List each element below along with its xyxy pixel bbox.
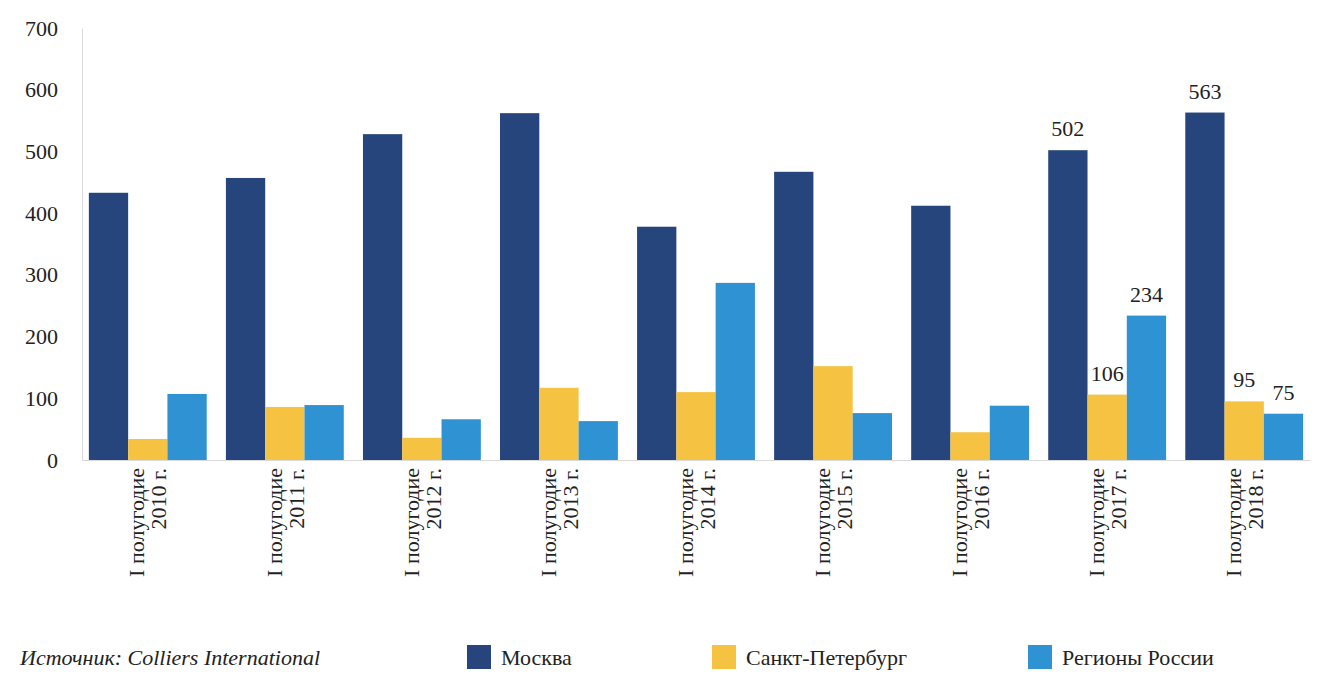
tick-label: 200: [25, 324, 58, 349]
tick: I полугодие2013 г.: [536, 460, 583, 577]
tick-label: 300: [25, 262, 58, 287]
tick-label: I полугодие2015 г.: [810, 468, 857, 577]
tick: 100: [25, 386, 82, 411]
bar: [853, 413, 892, 460]
tick-label: I полугодие2016 г.: [947, 468, 994, 577]
legend-label: Санкт-Петербург: [746, 645, 907, 670]
tick: 0: [47, 448, 82, 473]
tick-label: 400: [25, 201, 58, 226]
tick-label: I полугодие2014 г.: [673, 468, 720, 577]
data-label: 502: [1051, 116, 1084, 141]
tick: I полугодие2012 г.: [399, 460, 446, 577]
tick-label: I полугодие2013 г.: [536, 468, 583, 577]
tick-label: 0: [47, 448, 58, 473]
legend: Москва Санкт-Петербург Регионы России: [467, 645, 1214, 670]
bar: [167, 394, 206, 460]
tick-label-line: 2018 г.: [1243, 468, 1268, 530]
legend-swatch: [1028, 645, 1052, 669]
tick-label-line: 2014 г.: [695, 468, 720, 530]
tick-label-line: 2016 г.: [969, 468, 994, 530]
axis-line: [82, 29, 83, 461]
bar: [402, 438, 441, 460]
data-label: 563: [1188, 79, 1221, 104]
tick-label: I полугодие2012 г.: [399, 468, 446, 577]
chart: 0 100 200 300 400 500 600 700 I полугодие2010 г.…: [0, 0, 1331, 679]
bar: [950, 432, 989, 460]
tick: 500: [25, 139, 82, 164]
bar: [990, 406, 1029, 460]
bar: [774, 172, 813, 460]
bar: [304, 405, 343, 460]
bar: [363, 134, 402, 460]
tick: I полугодие2011 г.: [262, 460, 309, 577]
tick-label: 500: [25, 139, 58, 164]
legend-swatch: [467, 645, 491, 669]
tick: 700: [25, 16, 82, 41]
bar: [442, 419, 481, 460]
bar: [128, 439, 167, 460]
legend-label: Регионы России: [1062, 645, 1214, 670]
bar: [637, 227, 676, 460]
tick: I полугодие2010 г.: [124, 460, 171, 577]
tick: 400: [25, 201, 82, 226]
bar: [1264, 414, 1303, 460]
tick-label: 600: [25, 77, 58, 102]
data-label: 106: [1091, 361, 1124, 386]
tick-label-line: 2012 г.: [421, 468, 446, 530]
tick-label-line: 2011 г.: [284, 468, 309, 529]
tick-label-line: 2013 г.: [558, 468, 583, 530]
bars: [89, 113, 1303, 460]
data-label: 234: [1130, 282, 1163, 307]
legend-item: Москва: [467, 645, 572, 670]
tick: 300: [25, 262, 82, 287]
tick-label: I полугодие2011 г.: [262, 468, 309, 577]
tick-label: I полугодие2010 г.: [124, 468, 171, 577]
bar: [1185, 113, 1224, 460]
tick: I полугодие2017 г.: [1084, 460, 1131, 577]
bar: [579, 421, 618, 460]
legend-swatch: [712, 645, 736, 669]
bar: [1088, 395, 1127, 460]
tick-label: 700: [25, 16, 58, 41]
x-axis: I полугодие2010 г. I полугодие2011 г. I по…: [83, 460, 1311, 577]
y-axis: 0 100 200 300 400 500 600 700: [25, 16, 83, 473]
bar: [911, 206, 950, 460]
tick-label: 100: [25, 386, 58, 411]
tick-label-line: 2017 г.: [1106, 468, 1131, 530]
tick-label-line: 2010 г.: [146, 468, 171, 530]
bar: [539, 388, 578, 460]
tick: I полугодие2018 г.: [1221, 460, 1268, 577]
legend-label: Москва: [501, 645, 572, 670]
tick: I полугодие2016 г.: [947, 460, 994, 577]
tick-label-line: 2015 г.: [832, 468, 857, 530]
bar: [500, 113, 539, 460]
bar: [1048, 150, 1087, 460]
axis-line: [83, 460, 1311, 461]
data-label: 95: [1233, 367, 1255, 392]
bar: [716, 283, 755, 460]
data-labels: 502 563 106 95 234 75: [1051, 79, 1294, 405]
tick-label: I полугодие2018 г.: [1221, 468, 1268, 577]
source: Источник: Colliers International: [19, 645, 320, 670]
tick: I полугодие2015 г.: [810, 460, 857, 577]
bar: [676, 392, 715, 460]
legend-item: Регионы России: [1028, 645, 1214, 670]
bar: [1225, 401, 1264, 460]
plot: 0 100 200 300 400 500 600 700 I полугодие2010 г.…: [25, 16, 1311, 577]
tick-label: I полугодие2017 г.: [1084, 468, 1131, 577]
bar: [1127, 316, 1166, 460]
tick: 200: [25, 324, 82, 349]
bar: [813, 366, 852, 460]
bar: [89, 193, 128, 460]
bar: [265, 407, 304, 460]
bar: [226, 178, 265, 460]
legend-item: Санкт-Петербург: [712, 645, 907, 670]
data-label: 75: [1273, 380, 1295, 405]
tick: I полугодие2014 г.: [673, 460, 720, 577]
tick: 600: [25, 77, 82, 102]
